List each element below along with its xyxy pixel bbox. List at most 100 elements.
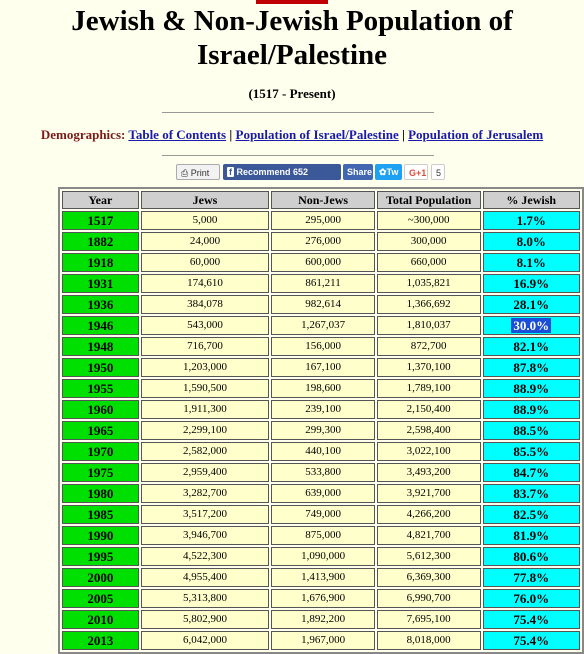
nav-separator: | [401,127,405,142]
cell-total: 6,990,700 [376,589,481,608]
cell-percent-jewish: 88.9% [482,379,580,398]
cell-percent-jewish: 82.5% [482,505,580,524]
cell-non-jews: 239,100 [271,400,375,419]
cell-total: 2,598,400 [376,421,481,440]
cell-total: 1,370,100 [376,358,481,377]
cell-percent-jewish: 87.8% [482,358,580,377]
cell-non-jews: 749,000 [271,505,375,524]
table-row: 1936 384,078 982,614 1,366,692 28.1% [62,295,580,314]
cell-non-jews: 875,000 [271,526,375,545]
cell-percent-jewish: 88.5% [482,421,580,440]
header-non-jews: Non-Jews [271,191,375,209]
cell-year: 1980 [62,484,139,503]
table-row: 1948 716,700 156,000 872,700 82.1% [62,337,580,356]
cell-jews: 543,000 [140,316,270,335]
printer-icon: ⎙ [181,168,189,178]
cell-year: 1955 [62,379,139,398]
cell-jews: 1,911,300 [140,400,270,419]
cell-jews: 5,000 [140,211,270,230]
cell-percent-jewish: 83.7% [482,484,580,503]
print-button-label: Print [190,168,210,178]
cell-jews: 1,590,500 [140,379,270,398]
cell-non-jews: 299,300 [271,421,375,440]
cell-total: 6,369,300 [376,568,481,587]
share-label: Share [347,167,373,177]
table-row: 1931 174,610 861,211 1,035,821 16.9% [62,274,580,293]
cell-non-jews: 639,000 [271,484,375,503]
cell-jews: 4,955,400 [140,568,270,587]
table-row: 1990 3,946,700 875,000 4,821,700 81.9% [62,526,580,545]
cell-total: 1,035,821 [376,274,481,293]
cell-year: 1960 [62,400,139,419]
table-row: 1995 4,522,300 1,090,000 5,612,300 80.6% [62,547,580,566]
cell-jews: 3,946,700 [140,526,270,545]
cell-year: 1950 [62,358,139,377]
cell-non-jews: 1,967,000 [271,631,375,650]
facebook-share-button[interactable]: Share [343,164,373,180]
cell-jews: 2,959,400 [140,463,270,482]
page-title-line-2: Israel/Palestine [196,39,388,71]
cell-total: 1,789,100 [376,379,481,398]
link-table-of-contents[interactable]: Table of Contents [128,127,227,142]
table-row: 1882 24,000 276,000 300,000 8.0% [62,232,580,251]
cell-percent-jewish: 75.4% [482,610,580,629]
table-row: 1955 1,590,500 198,600 1,789,100 88.9% [62,379,580,398]
cell-total: 4,821,700 [376,526,481,545]
table-row: 1970 2,582,000 440,100 3,022,100 85.5% [62,442,580,461]
cell-year: 1975 [62,463,139,482]
share-bar: ⎙ Print f Recommend 652 Share ✿Tw G+1 5 [0,164,584,182]
tweet-button[interactable]: ✿Tw [375,164,402,180]
cell-total: 2,150,400 [376,400,481,419]
cell-year: 2005 [62,589,139,608]
cell-percent-jewish: 75.4% [482,631,580,650]
table-row: 1950 1,203,000 167,100 1,370,100 87.8% [62,358,580,377]
cell-total: 1,366,692 [376,295,481,314]
print-button[interactable]: ⎙ Print [176,164,220,180]
cell-year: 1918 [62,253,139,272]
demographics-nav: Demographics: Table of Contents | Popula… [0,127,584,143]
table-row: 1965 2,299,100 299,300 2,598,400 88.5% [62,421,580,440]
cell-non-jews: 1,090,000 [271,547,375,566]
google-plus-label: G+1 [409,168,427,178]
header-year: Year [62,191,139,209]
cell-jews: 4,522,300 [140,547,270,566]
cut-off-red-heading-fragment [256,0,328,4]
cell-percent-jewish: 80.6% [482,547,580,566]
cell-total: 300,000 [376,232,481,251]
cell-percent-jewish: 8.0% [482,232,580,251]
table-row: 2013 6,042,000 1,967,000 8,018,000 75.4% [62,631,580,650]
population-table: Year Jews Non-Jews Total Population % Je… [58,187,584,654]
cell-year: 1985 [62,505,139,524]
cell-jews: 384,078 [140,295,270,314]
cell-non-jews: 1,267,037 [271,316,375,335]
cell-jews: 2,582,000 [140,442,270,461]
page-subtitle: (1517 - Present) [248,86,336,101]
cell-total: 7,695,100 [376,610,481,629]
link-population-israel-palestine[interactable]: Population of Israel/Palestine [235,127,399,142]
cell-non-jews: 156,000 [271,337,375,356]
google-plus-button[interactable]: G+1 [404,164,428,180]
cell-percent-jewish: 84.7% [482,463,580,482]
table-row: 2005 5,313,800 1,676,900 6,990,700 76.0% [62,589,580,608]
cell-jews: 716,700 [140,337,270,356]
link-population-jerusalem[interactable]: Population of Jerusalem [408,127,544,142]
cell-jews: 2,299,100 [140,421,270,440]
cell-jews: 3,517,200 [140,505,270,524]
facebook-recommend-button[interactable]: f Recommend 652 [223,164,341,180]
cell-total: 3,921,700 [376,484,481,503]
cell-jews: 5,313,800 [140,589,270,608]
google-plus-count: 5 [431,164,445,180]
header-percent-jewish: % Jewish [482,191,580,209]
cell-non-jews: 1,676,900 [271,589,375,608]
cell-total: 3,493,200 [376,463,481,482]
cell-non-jews: 1,892,200 [271,610,375,629]
cell-year: 1965 [62,421,139,440]
cell-non-jews: 533,800 [271,463,375,482]
table-row: 1946 543,000 1,267,037 1,810,037 30.0% [62,316,580,335]
table-row: 1975 2,959,400 533,800 3,493,200 84.7% [62,463,580,482]
twitter-bird-icon: ✿ [379,167,387,177]
cell-year: 2010 [62,610,139,629]
divider-top [162,112,434,113]
cell-total: 3,022,100 [376,442,481,461]
cell-year: 1970 [62,442,139,461]
